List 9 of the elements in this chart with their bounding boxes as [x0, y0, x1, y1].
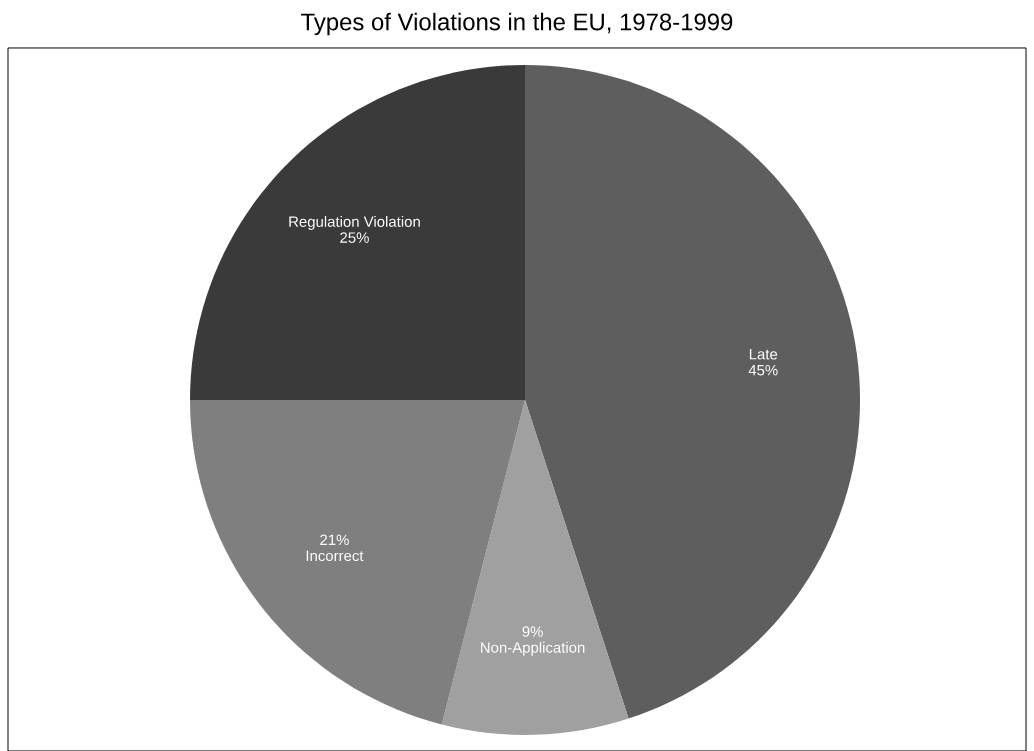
chart-title: Types of Violations in the EU, 1978-1999 — [301, 12, 733, 36]
slice-label: Non-Application — [481, 641, 585, 656]
slice-label: Incorrect — [306, 550, 364, 562]
data-label: 21% — [320, 534, 349, 546]
slice-label: Late — [749, 349, 778, 360]
slice-label: Regulation Violation — [289, 215, 420, 230]
data-label: 45% — [748, 364, 778, 376]
data-label: 25% — [340, 232, 369, 243]
data-label: 9% — [522, 626, 543, 637]
